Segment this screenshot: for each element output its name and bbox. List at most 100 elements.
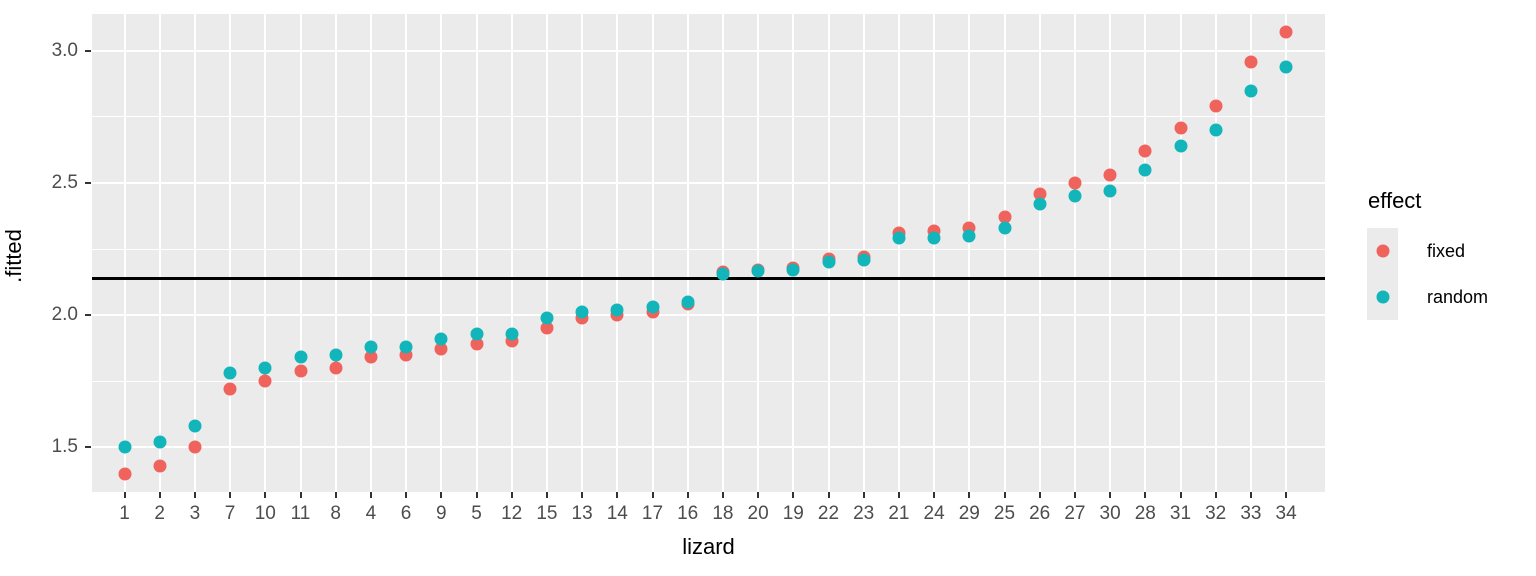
point-random	[786, 263, 800, 277]
category-gridline	[651, 14, 654, 492]
category-gridline	[369, 14, 372, 492]
y-tick-mark	[85, 314, 91, 317]
x-tick-label: 33	[1240, 503, 1262, 524]
point-fixed	[329, 361, 343, 375]
legend-entry-fixed: fixed	[1367, 228, 1532, 274]
point-random	[716, 267, 730, 281]
legend-dot-random	[1376, 290, 1389, 304]
point-random	[962, 229, 976, 243]
x-tick-mark	[123, 492, 126, 498]
x-tick-mark	[405, 492, 408, 498]
point-random	[575, 305, 589, 319]
point-random	[681, 295, 695, 309]
point-fixed	[1103, 168, 1117, 182]
x-tick-label: 24	[923, 503, 945, 524]
category-gridline	[405, 14, 408, 492]
category-gridline	[1144, 14, 1147, 492]
x-tick-mark	[299, 492, 302, 498]
x-tick-label: 2	[154, 503, 165, 524]
x-tick-mark	[1144, 492, 1147, 498]
x-tick-label: 17	[641, 503, 664, 524]
category-gridline	[510, 14, 513, 492]
x-tick-label: 15	[536, 503, 558, 524]
x-tick-label: 20	[747, 503, 769, 524]
point-fixed	[1174, 121, 1187, 135]
point-fixed	[223, 382, 237, 396]
x-tick-label: 16	[677, 503, 699, 524]
category-gridline	[475, 14, 478, 492]
minor-gridline	[92, 116, 1325, 118]
x-tick-label: 28	[1134, 503, 1156, 524]
point-random	[927, 231, 941, 245]
x-tick-label: 30	[1099, 503, 1121, 524]
x-tick-mark	[1003, 492, 1006, 498]
point-random	[223, 366, 237, 380]
point-random	[1244, 84, 1258, 98]
minor-gridline	[92, 248, 1325, 250]
x-tick-label: 19	[782, 503, 804, 524]
x-tick-label: 29	[958, 503, 980, 524]
point-fixed	[998, 210, 1011, 224]
y-tick-label: 1.5	[51, 436, 78, 458]
major-gridline	[92, 49, 1325, 52]
x-tick-mark	[792, 492, 795, 498]
category-gridline	[123, 14, 126, 492]
x-tick-label: 14	[606, 503, 628, 524]
category-gridline	[299, 14, 302, 492]
point-fixed	[188, 440, 202, 454]
category-gridline	[229, 14, 232, 492]
category-gridline	[1073, 14, 1076, 492]
x-tick-label: 1	[119, 503, 130, 524]
point-random	[751, 264, 765, 278]
category-gridline	[545, 14, 548, 492]
point-random	[505, 327, 519, 341]
category-gridline	[897, 14, 900, 492]
x-tick-mark	[1214, 492, 1217, 498]
x-tick-label: 22	[817, 503, 840, 524]
y-tick-label: 2.0	[51, 304, 78, 326]
x-tick-label: 12	[501, 503, 523, 524]
point-random	[892, 231, 906, 245]
point-fixed	[1068, 176, 1082, 190]
category-gridline	[933, 14, 936, 492]
x-tick-label: 6	[400, 503, 412, 524]
point-fixed	[118, 467, 131, 480]
point-fixed	[153, 459, 167, 473]
legend-key	[1367, 228, 1398, 274]
x-tick-mark	[334, 492, 337, 498]
point-random	[329, 348, 343, 362]
x-tick-mark	[369, 492, 372, 498]
mean-reference-line	[92, 276, 1325, 280]
y-tick-mark	[85, 446, 91, 449]
x-tick-mark	[1249, 492, 1252, 498]
y-tick-mark	[85, 182, 91, 185]
point-random	[470, 327, 483, 341]
point-random	[294, 350, 307, 364]
category-gridline	[1003, 14, 1006, 492]
point-fixed	[470, 337, 483, 351]
x-tick-label: 4	[365, 503, 377, 524]
x-tick-label: 27	[1064, 503, 1086, 524]
x-tick-label: 13	[571, 503, 593, 524]
minor-gridline	[92, 380, 1325, 382]
x-tick-label: 32	[1205, 503, 1227, 524]
legend-title: effect	[1368, 188, 1422, 213]
category-gridline	[792, 14, 795, 492]
point-random	[822, 255, 835, 269]
x-tick-label: 10	[254, 503, 276, 524]
point-random	[540, 311, 554, 325]
x-tick-label: 26	[1029, 503, 1051, 524]
x-tick-mark	[510, 492, 513, 498]
category-gridline	[721, 14, 724, 492]
x-tick-mark	[545, 492, 548, 498]
x-tick-label: 34	[1275, 503, 1297, 524]
point-random	[399, 340, 413, 354]
point-random	[1209, 123, 1223, 137]
x-tick-label: 9	[436, 503, 447, 524]
x-tick-label: 3	[189, 503, 201, 524]
y-tick-label: 3.0	[51, 39, 78, 61]
point-fixed	[1244, 55, 1258, 69]
category-gridline	[334, 14, 337, 492]
y-tick-label: 2.5	[51, 172, 78, 194]
